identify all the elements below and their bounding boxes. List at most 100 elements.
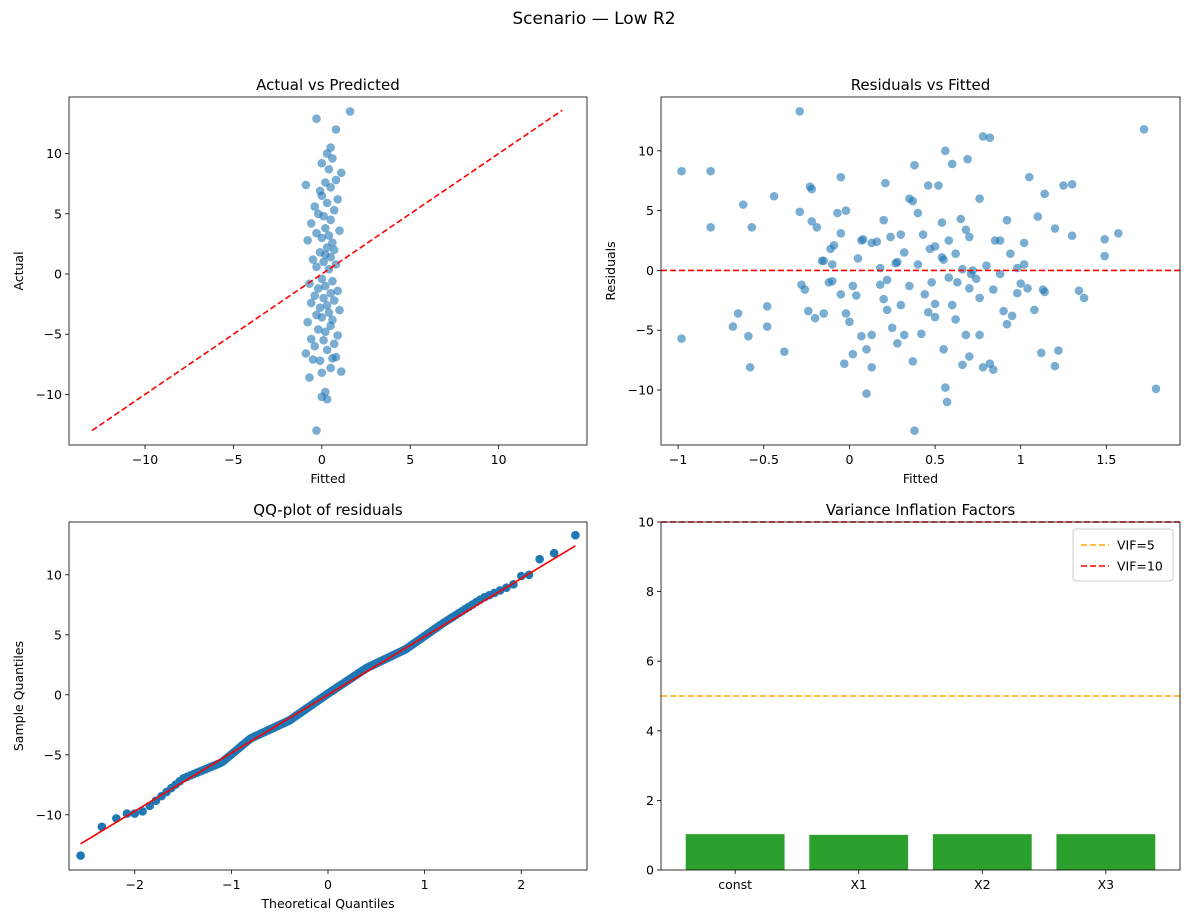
rvf-point bbox=[947, 300, 957, 310]
rvf-point bbox=[812, 223, 822, 232]
rvf-point bbox=[1040, 287, 1049, 297]
rvf-point bbox=[875, 280, 885, 290]
qq-point bbox=[130, 809, 140, 818]
rvf-point bbox=[896, 230, 906, 239]
rvf-point bbox=[677, 166, 686, 176]
qq-ytick-label: 0 bbox=[54, 687, 62, 702]
rvf-point bbox=[908, 196, 918, 206]
rvf-point bbox=[747, 223, 757, 232]
rvf-point bbox=[862, 345, 871, 354]
rvf-point bbox=[908, 356, 918, 366]
rvf-point bbox=[882, 275, 892, 285]
rvf-point bbox=[934, 181, 943, 190]
rvf-point bbox=[990, 236, 1000, 245]
rvf-point bbox=[899, 330, 909, 340]
rvf-ytick-label: 5 bbox=[646, 203, 654, 218]
qq-xtick-label: −1 bbox=[222, 877, 240, 892]
rvf-point bbox=[819, 256, 829, 266]
rvf-point bbox=[807, 184, 817, 194]
vif-ytick-label: 4 bbox=[646, 723, 654, 738]
rvf-point bbox=[1054, 346, 1063, 355]
avp-point bbox=[329, 205, 339, 215]
rvf-point bbox=[677, 334, 686, 343]
avp-point bbox=[312, 262, 321, 272]
rvf-point bbox=[918, 230, 928, 239]
rvf-point bbox=[953, 278, 962, 287]
rvf-point bbox=[910, 160, 919, 170]
avp-point bbox=[315, 303, 325, 313]
rvf-point bbox=[965, 352, 974, 361]
qq-ylabel: Sample Quantiles bbox=[11, 641, 26, 751]
vif-category-label: const bbox=[718, 877, 752, 892]
avp-point bbox=[331, 352, 341, 362]
avp-xtick-label: −5 bbox=[224, 452, 242, 467]
vif-legend: VIF=5 VIF=10 bbox=[1072, 528, 1174, 582]
avp-point bbox=[319, 257, 328, 267]
rvf-point bbox=[845, 317, 854, 327]
avp-ytick-label: 5 bbox=[54, 206, 62, 221]
avp-xtick-label: 0 bbox=[318, 452, 326, 467]
qq-fit-line bbox=[80, 545, 576, 845]
avp-point bbox=[303, 235, 312, 245]
avp-point bbox=[324, 308, 334, 317]
rvf-point bbox=[853, 254, 863, 263]
rvf-ytick-label: 0 bbox=[646, 263, 654, 278]
rvf-point bbox=[893, 339, 902, 348]
qq-point bbox=[549, 548, 559, 558]
rvf-point bbox=[879, 215, 888, 225]
avp-point bbox=[322, 198, 332, 208]
avp-point bbox=[326, 363, 335, 373]
rvf-point bbox=[1067, 179, 1077, 189]
rvf-point bbox=[827, 276, 837, 286]
avp-point bbox=[301, 180, 311, 190]
avp-point bbox=[324, 164, 334, 174]
rvf-point bbox=[1016, 279, 1026, 288]
rvf-point bbox=[745, 362, 755, 372]
avp-xtick-label: −10 bbox=[132, 452, 158, 467]
rvf-point bbox=[896, 300, 906, 310]
avp-point bbox=[333, 195, 343, 204]
rvf-point bbox=[965, 284, 974, 293]
rvf-point bbox=[913, 208, 923, 218]
rvf-point bbox=[839, 359, 849, 368]
rvf-point bbox=[841, 309, 851, 318]
qq-point bbox=[516, 571, 526, 581]
qq-ytick-label: 5 bbox=[54, 627, 62, 642]
rvf-point bbox=[829, 240, 839, 250]
avp-ytick-label: −10 bbox=[36, 387, 62, 402]
rvf-point bbox=[872, 237, 882, 247]
rvf-point bbox=[1151, 384, 1161, 394]
rvf-point bbox=[810, 313, 820, 323]
rvf-ytick-label: 10 bbox=[638, 143, 654, 158]
rvf-point bbox=[1050, 224, 1060, 233]
rvf-point bbox=[930, 299, 940, 309]
avp-xtick-label: 5 bbox=[406, 452, 414, 467]
vif-legend-label: VIF=5 bbox=[1117, 538, 1155, 553]
rvf-point bbox=[733, 309, 743, 318]
rvf-point bbox=[881, 178, 890, 188]
rvf-point bbox=[905, 281, 914, 291]
avp-point bbox=[313, 284, 323, 293]
avp-point bbox=[313, 209, 323, 219]
rvf-point bbox=[958, 264, 967, 274]
rvf-point bbox=[958, 360, 967, 370]
avp-point bbox=[306, 298, 316, 308]
rvf-xlabel: Fitted bbox=[903, 471, 938, 486]
avp-point bbox=[333, 286, 343, 296]
avp-point bbox=[301, 349, 311, 358]
rvf-point bbox=[963, 154, 972, 164]
avp-reference-line bbox=[91, 109, 563, 432]
avp-point bbox=[328, 276, 337, 286]
avp-point bbox=[321, 281, 330, 291]
avp-point bbox=[328, 238, 337, 248]
rvf-point bbox=[827, 260, 837, 269]
rvf-point bbox=[848, 281, 858, 291]
rvf-point bbox=[910, 426, 919, 435]
rvf-point bbox=[1079, 293, 1089, 303]
avp-point bbox=[326, 143, 335, 152]
avp-point bbox=[322, 301, 332, 310]
vif-ytick-label: 10 bbox=[638, 515, 654, 530]
rvf-point bbox=[978, 362, 988, 372]
vif-frame bbox=[660, 521, 1181, 871]
rvf-point bbox=[728, 322, 738, 331]
